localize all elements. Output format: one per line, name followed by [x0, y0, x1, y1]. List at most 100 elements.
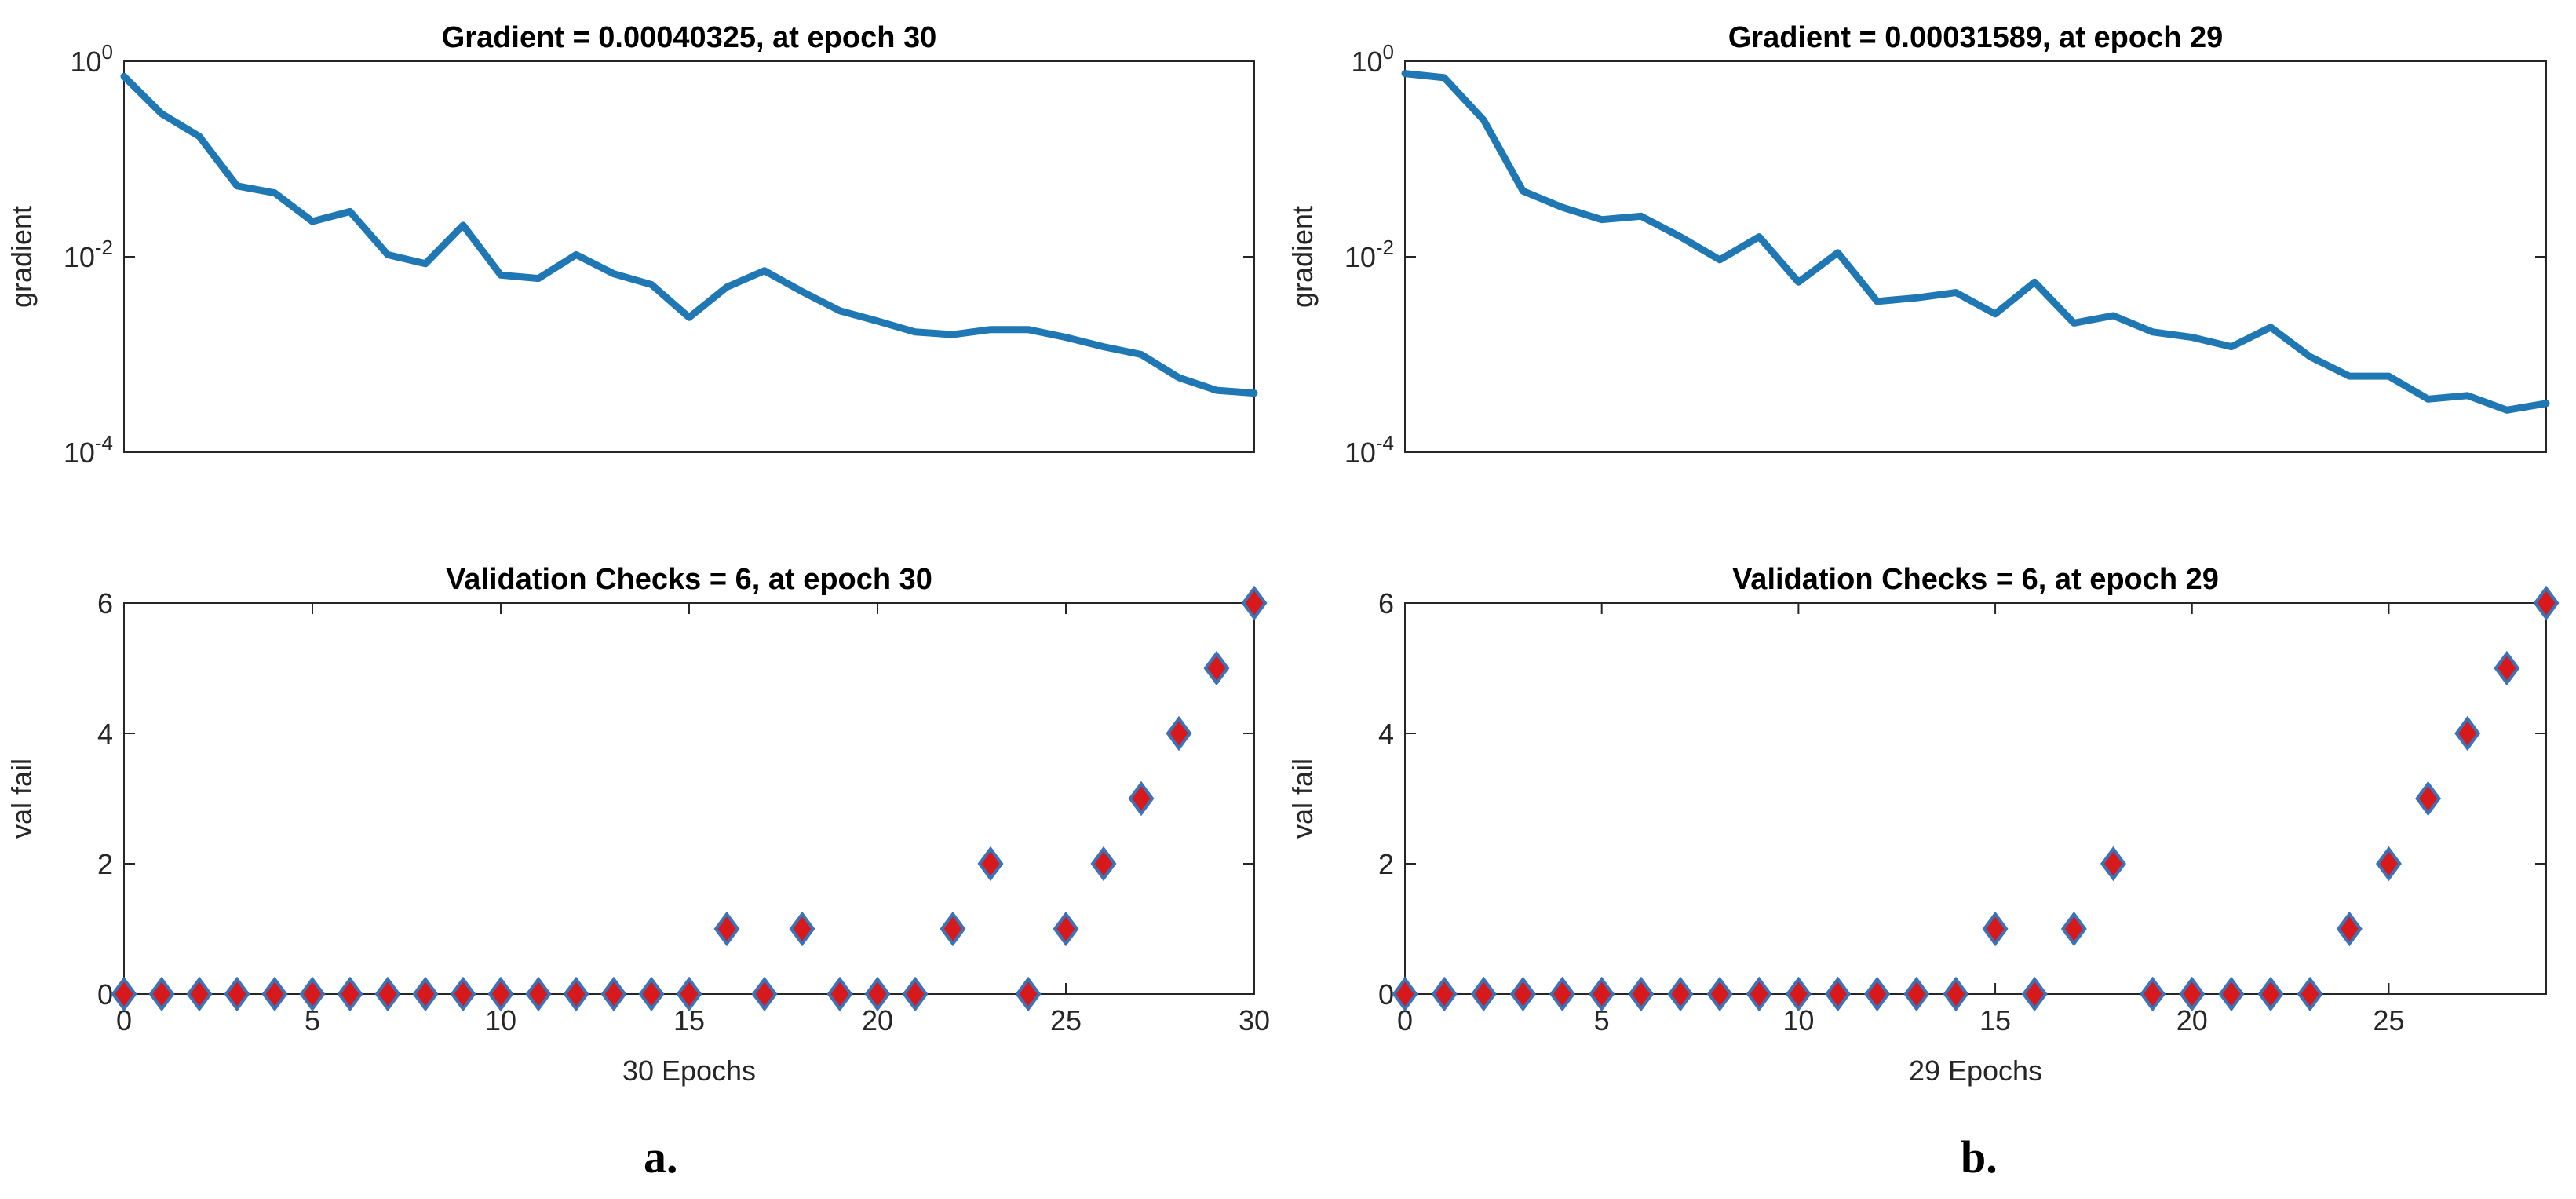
- data-point: [2021, 976, 2048, 1012]
- x-axis-label: 29 Epochs: [1909, 1055, 2042, 1087]
- x-tick-label: 5: [305, 1004, 320, 1036]
- chart-title: Gradient = 0.00040325, at epoch 30: [442, 21, 937, 54]
- x-tick-label: 30: [1239, 1004, 1270, 1036]
- data-point: [1470, 976, 1497, 1012]
- y-tick-label: 2: [1378, 848, 1394, 880]
- data-point: [2179, 976, 2206, 1012]
- x-axis-label: 30 Epochs: [622, 1055, 756, 1087]
- data-point: [2218, 976, 2245, 1012]
- panel-label-a: a.: [644, 1131, 678, 1183]
- data-point: [525, 976, 552, 1012]
- data-point: [1628, 976, 1655, 1012]
- y-tick-label: 10-2: [1345, 236, 1394, 273]
- data-point: [789, 911, 815, 947]
- y-tick-label: 6: [1378, 587, 1394, 620]
- panel-label-b: b.: [1961, 1131, 1998, 1183]
- data-point: [2060, 911, 2087, 947]
- x-tick-label: 0: [1397, 1004, 1413, 1036]
- data-point: [1982, 911, 2009, 947]
- y-tick-label: 6: [97, 587, 113, 620]
- x-tick-label: 0: [116, 1004, 132, 1036]
- data-point: [111, 976, 137, 1012]
- data-point: [1706, 976, 1733, 1012]
- data-point: [1053, 911, 1079, 947]
- data-point: [1549, 976, 1576, 1012]
- data-point: [1903, 976, 1930, 1012]
- data-point: [337, 976, 363, 1012]
- x-tick-label: 25: [1050, 1004, 1082, 1036]
- y-tick-label: 10-4: [1345, 431, 1394, 469]
- data-point: [2533, 585, 2560, 621]
- y-axis-label: gradient: [5, 206, 38, 308]
- data-point: [261, 976, 288, 1012]
- data-point: [1509, 976, 1536, 1012]
- data-point: [902, 976, 929, 1012]
- data-point: [638, 976, 665, 1012]
- y-tick-label: 4: [1378, 718, 1394, 750]
- y-tick-label: 0: [1378, 978, 1394, 1011]
- data-point: [1241, 585, 1268, 621]
- chart-b-gradient: Gradient = 0.00031589, at epoch 29 gradie…: [1286, 21, 2550, 469]
- data-point: [1746, 976, 1772, 1012]
- plot-area: [123, 60, 1255, 453]
- data-point: [412, 976, 439, 1012]
- data-point: [1166, 715, 1192, 751]
- data-point: [2297, 976, 2323, 1012]
- x-tick-label: 5: [1594, 1004, 1610, 1036]
- data-point: [864, 976, 891, 1012]
- data-point: [2494, 650, 2520, 686]
- data-point: [826, 976, 853, 1012]
- y-axis-label: gradient: [1286, 206, 1319, 308]
- y-tick-label: 10-2: [64, 236, 113, 273]
- data-point: [751, 976, 778, 1012]
- data-point: [600, 976, 627, 1012]
- data-point: [676, 976, 702, 1012]
- data-point: [1825, 976, 1852, 1012]
- data-point: [487, 976, 514, 1012]
- chart-a-gradient: Gradient = 0.00040325, at epoch 30 gradie…: [5, 21, 1258, 469]
- data-point: [977, 846, 1004, 882]
- data-point: [374, 976, 401, 1012]
- series-line: [1401, 70, 2550, 414]
- data-point: [563, 976, 589, 1012]
- data-point: [1943, 976, 1969, 1012]
- y-axis-label: val fail: [1286, 759, 1319, 839]
- data-point: [186, 976, 213, 1012]
- data-point: [1589, 976, 1615, 1012]
- data-point: [1431, 976, 1458, 1012]
- data-point: [1392, 976, 1418, 1012]
- data-point: [1864, 976, 1891, 1012]
- data-point: [2336, 911, 2363, 947]
- plot-area: [123, 602, 1255, 995]
- y-tick-label: 100: [1351, 40, 1394, 78]
- x-tick-label: 25: [2373, 1004, 2404, 1036]
- data-point: [1090, 846, 1117, 882]
- data-point: [2140, 976, 2166, 1012]
- data-point: [1667, 976, 1694, 1012]
- x-tick-label: 15: [1979, 1004, 2011, 1036]
- series-line: [120, 72, 1258, 397]
- y-tick-label: 4: [97, 718, 113, 750]
- y-tick-label: 2: [97, 848, 113, 880]
- data-point: [2454, 715, 2481, 751]
- chart-title: Gradient = 0.00031589, at epoch 29: [1728, 21, 2224, 54]
- data-point: [148, 976, 175, 1012]
- y-axis-label: val fail: [5, 759, 38, 839]
- chart-b-val: Validation Checks = 6, at epoch 29 val fa…: [1286, 563, 2560, 1087]
- plot-area: [1404, 602, 2547, 995]
- data-point: [450, 976, 476, 1012]
- y-tick-label: 0: [97, 978, 113, 1011]
- data-point: [940, 911, 966, 947]
- chart-a-val: Validation Checks = 6, at epoch 30 val fa…: [5, 563, 1270, 1087]
- data-point: [224, 976, 250, 1012]
- chart-title: Validation Checks = 6, at epoch 30: [446, 563, 932, 596]
- data-point: [2415, 780, 2442, 817]
- data-point: [1785, 976, 1812, 1012]
- chart-title: Validation Checks = 6, at epoch 29: [1732, 563, 2219, 596]
- y-tick-label: 100: [70, 40, 113, 78]
- data-point: [2257, 976, 2284, 1012]
- data-point: [2375, 846, 2402, 882]
- y-tick-label: 10-4: [64, 431, 113, 469]
